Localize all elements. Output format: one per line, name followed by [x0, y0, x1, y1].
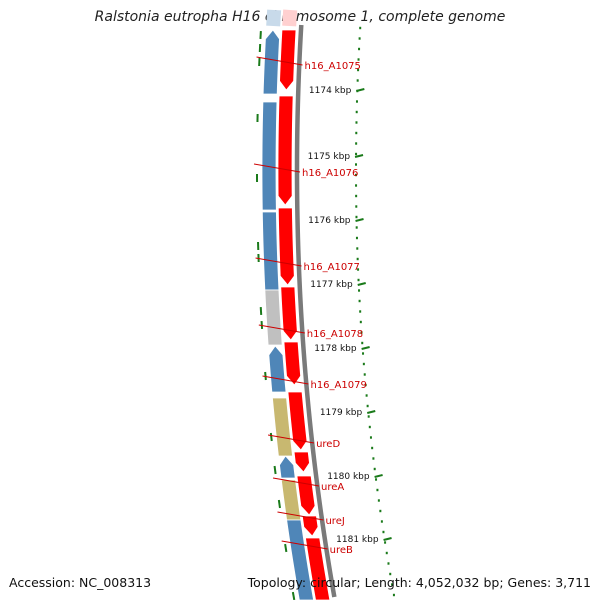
reverse-cds	[262, 29, 280, 95]
kbp-label: 1174 kbp	[309, 86, 352, 96]
gene-leader-line	[262, 375, 309, 385]
kbp-tick	[356, 88, 365, 92]
kbp-label: 1175 kbp	[308, 152, 351, 162]
kbp-label: 1178 kbp	[314, 344, 357, 354]
kbp-label: 1176 kbp	[308, 216, 351, 226]
kbp-label: 1179 kbp	[320, 408, 363, 418]
accession-text: Accession: NC_008313	[9, 575, 152, 590]
kbp-tick	[374, 474, 383, 478]
kbp-tick	[357, 282, 366, 286]
forward-cds	[277, 95, 294, 206]
feature-track	[261, 9, 331, 600]
reverse-cds	[261, 101, 278, 211]
kbp-tick	[383, 537, 392, 541]
map-title: Ralstonia eutropha H16 chromosome 1, com…	[94, 9, 506, 25]
gene-leader-line	[281, 540, 328, 550]
gene-label: h16_A1075	[305, 61, 361, 72]
gene-label: h16_A1076	[302, 168, 358, 179]
gene-label: ureA	[321, 482, 344, 493]
ruler-dots	[355, 26, 395, 597]
reverse-cds	[286, 519, 314, 600]
kbp-tick	[361, 346, 370, 350]
scale-ticks: 1174 kbp 1175 kbp 1176 kbp 1177 kbp 1178 kbp…	[255, 30, 392, 600]
forward-cds	[305, 537, 331, 600]
kbp-label: 1181 kbp	[336, 535, 379, 545]
kbp-label: 1177 kbp	[310, 280, 353, 290]
forward-cds	[280, 286, 298, 341]
kbp-tick	[355, 218, 364, 222]
kbp-label: 1180 kbp	[327, 472, 370, 482]
gene-label: ureD	[316, 439, 340, 450]
gene-leader-line	[256, 56, 303, 66]
gene-label: ureJ	[325, 516, 344, 527]
kbp-tick	[354, 154, 364, 158]
gene-leader-line	[267, 434, 315, 444]
gene-leader-line	[253, 163, 301, 173]
topology-text: Topology: circular; Length: 4,052,032 bp…	[247, 575, 591, 590]
forward-cds	[283, 341, 302, 386]
forward-cds	[293, 451, 310, 473]
reverse-cds	[261, 211, 280, 291]
gene-label: h16_A1077	[304, 262, 360, 273]
forward-cds	[287, 391, 308, 451]
backbone	[291, 24, 337, 598]
forward-cds	[277, 207, 295, 286]
gene-leader-line	[258, 324, 305, 334]
gene-leader-line	[272, 477, 320, 487]
kbp-tick	[366, 410, 376, 414]
reverse-cds	[268, 345, 287, 393]
gene-labels: h16_A1075 h16_A1076 h16_A1077 h16_A1078 h16_…	[253, 56, 367, 556]
gene-leader-line	[277, 511, 324, 521]
reverse-cds	[279, 455, 296, 479]
forward-cds	[279, 29, 297, 91]
reverse-cds	[272, 397, 293, 457]
gene-label: ureB	[330, 545, 353, 556]
reverse-cds	[264, 289, 283, 346]
gene-leader-line	[255, 257, 302, 267]
gene-label: h16_A1079	[310, 380, 366, 391]
gene-label: h16_A1078	[307, 329, 363, 340]
